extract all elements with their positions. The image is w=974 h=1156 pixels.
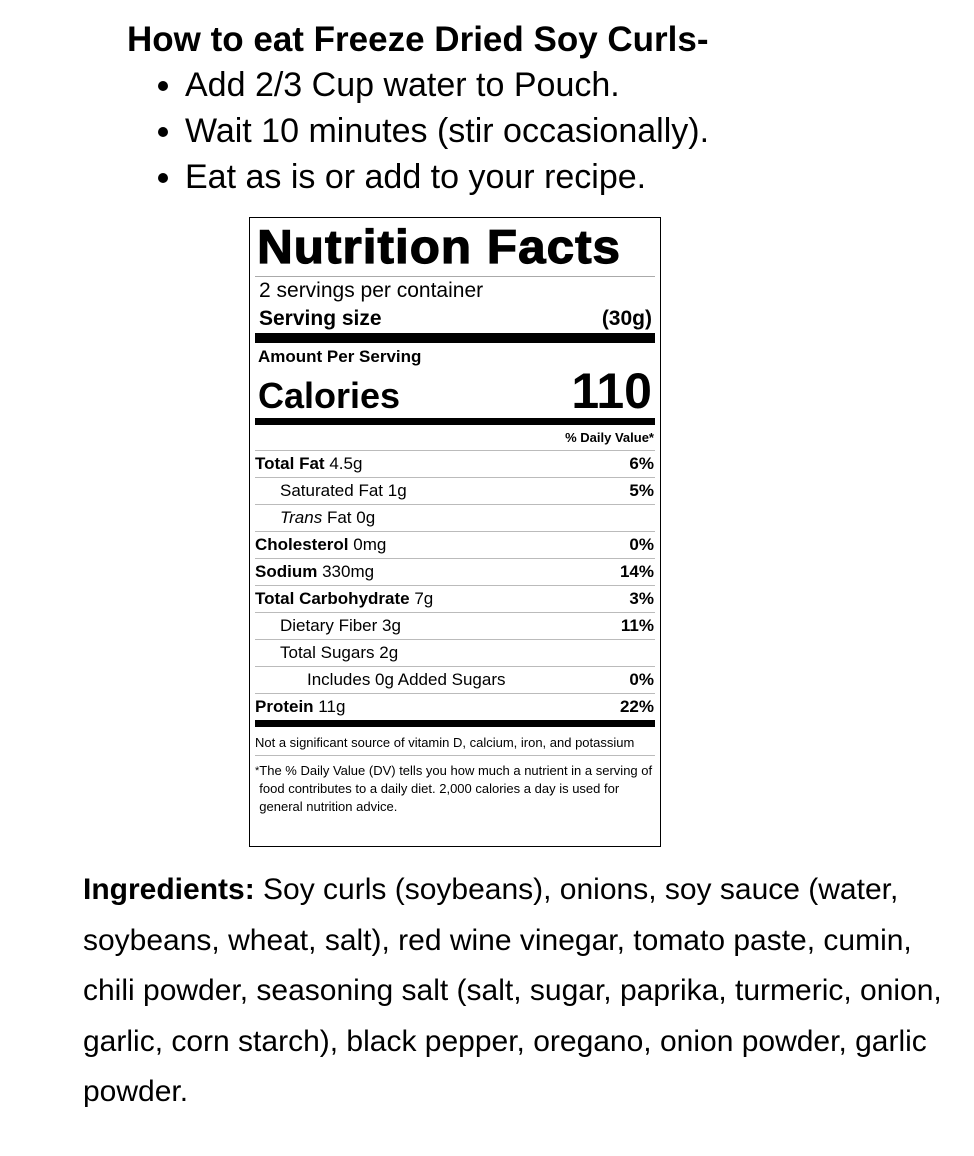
- nutrient-name: Cholesterol: [255, 535, 349, 554]
- serving-size-value: (30g): [601, 307, 652, 330]
- nutrient-dv: 3%: [629, 589, 654, 608]
- instructions: How to eat Freeze Dried Soy Curls- Add 2…: [127, 18, 709, 200]
- daily-value-header: % Daily Value*: [255, 418, 655, 450]
- vitamin-footnote: Not a significant source of vitamin D, c…: [255, 727, 655, 756]
- ingredients-text: Soy curls (soybeans), onions, soy sauce …: [83, 873, 942, 1108]
- nutrient-row: Sodium 330mg 14%: [255, 558, 655, 585]
- nutrient-name: Total Fat: [255, 454, 325, 473]
- step: Wait 10 minutes (stir occasionally).: [185, 108, 709, 154]
- nutrient-amount: 330mg: [322, 562, 375, 581]
- nutrient-amount: 2g: [379, 643, 399, 662]
- nutrient-dv: 5%: [629, 481, 654, 500]
- calories-value: 110: [571, 363, 652, 419]
- nutrient-row: Saturated Fat 1g 5%: [255, 477, 655, 504]
- nutrient-amount: 0mg: [353, 535, 387, 554]
- nutrient-name: Total Carbohydrate: [255, 589, 410, 608]
- nutrient-name: Sodium: [255, 562, 318, 581]
- nutrient-name: Saturated Fat: [280, 481, 384, 500]
- serving-size: Serving size (30g): [255, 305, 655, 333]
- nutrient-amount: 7g: [414, 589, 434, 608]
- servings-per-container: 2 servings per container: [259, 279, 484, 302]
- instructions-list: Add 2/3 Cup water to Pouch. Wait 10 minu…: [127, 62, 709, 200]
- nutrient-dv: 0%: [629, 535, 654, 554]
- nutrient-row: Cholesterol 0mg 0%: [255, 531, 655, 558]
- daily-value-footnote: * The % Daily Value (DV) tells you how mu…: [255, 756, 655, 816]
- nutrient-row: Total Sugars 2g: [255, 639, 655, 666]
- nutrient-amount: 3g: [382, 616, 401, 635]
- nutrition-facts-label: Nutrition Facts 2 servings per container…: [249, 217, 661, 847]
- instructions-title: How to eat Freeze Dried Soy Curls-: [127, 20, 709, 59]
- ingredients: Ingredients: Soy curls (soybeans), onion…: [83, 865, 943, 1118]
- nutrient-row: Total Carbohydrate 7g 3%: [255, 585, 655, 612]
- nutrient-row: Protein 11g 22%: [255, 693, 655, 727]
- daily-value-footnote-text: The % Daily Value (DV) tells you how muc…: [259, 763, 653, 814]
- nutrient-amount: 11g: [318, 697, 346, 716]
- amount-per-serving: Amount Per Serving: [258, 347, 422, 366]
- nutrient-row: Dietary Fiber 3g 11%: [255, 612, 655, 639]
- nutrient-amount: 4.5g: [329, 454, 363, 473]
- calories-label: Calories: [258, 375, 401, 416]
- ingredients-label: Ingredients:: [83, 873, 255, 906]
- asterisk: *: [255, 765, 260, 777]
- nutrient-dv: 11%: [620, 616, 654, 635]
- nutrient-dv: 6%: [629, 454, 654, 473]
- nutrient-name: Dietary Fiber: [280, 616, 378, 635]
- nutrient-dv: 22%: [619, 697, 654, 716]
- thick-divider: [255, 333, 655, 343]
- serving-size-label: Serving size: [259, 307, 382, 330]
- calories-row: Calories 110: [255, 363, 655, 419]
- nutrient-row: Total Fat 4.5g 6%: [255, 450, 655, 477]
- nutrient-dv: 14%: [619, 562, 654, 581]
- step: Eat as is or add to your recipe.: [185, 154, 709, 200]
- nutrient-row: Includes 0g Added Sugars 0%: [255, 666, 655, 693]
- nutrient-amount: 0g: [356, 508, 376, 527]
- nutrient-name-suffix: Fat: [326, 508, 352, 527]
- nutrient-name: Trans: [280, 508, 323, 527]
- nutrient-name: Protein: [255, 697, 314, 716]
- step: Add 2/3 Cup water to Pouch.: [185, 62, 709, 108]
- nutrient-dv: 0%: [629, 670, 654, 689]
- nutrient-name: Includes 0g Added Sugars: [307, 670, 506, 689]
- nutrient-row: Trans Fat 0g: [255, 504, 655, 531]
- label-title: Nutrition Facts: [256, 219, 622, 273]
- nutrient-name: Total Sugars: [280, 643, 375, 662]
- nutrient-amount: 1g: [387, 481, 407, 500]
